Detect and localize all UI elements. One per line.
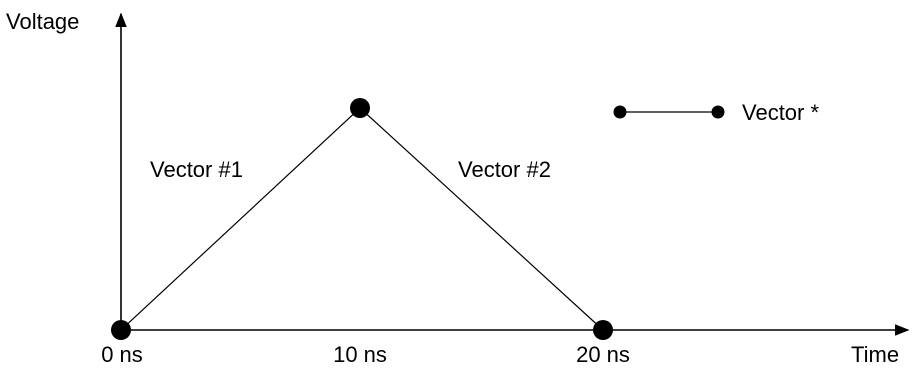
node-0ns — [111, 320, 131, 340]
tick-label-20ns: 20 ns — [576, 342, 630, 367]
legend: Vector * — [613, 100, 819, 125]
legend-start-dot — [613, 105, 627, 119]
y-axis-label: Voltage — [6, 9, 79, 34]
tick-label-0ns: 0 ns — [101, 342, 143, 367]
legend-label: Vector * — [742, 100, 819, 125]
tick-label-10ns: 10 ns — [333, 342, 387, 367]
legend-end-dot — [711, 105, 725, 119]
node-20ns — [593, 320, 613, 340]
vector-1-line — [120, 107, 361, 331]
x-axis-label: Time — [851, 342, 899, 367]
vector-2-line — [359, 107, 604, 331]
vector-2-label: Vector #2 — [458, 157, 551, 182]
vector-1-label: Vector #1 — [150, 157, 243, 182]
node-10ns — [350, 98, 370, 118]
